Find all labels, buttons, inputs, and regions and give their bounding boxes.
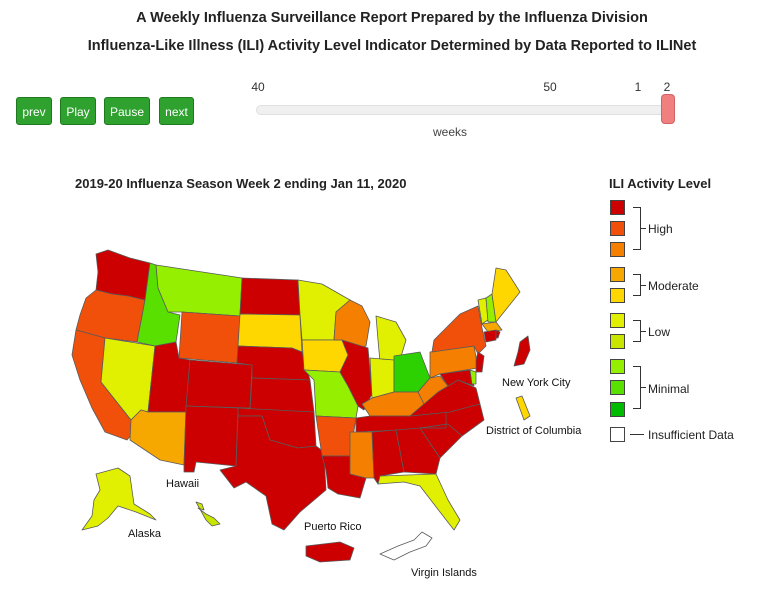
state-GA[interactable] [395,427,441,475]
slider-tick-2: 2 [663,80,671,94]
state-DE[interactable] [469,369,477,385]
state-KS[interactable] [249,377,315,413]
legend-bracket-tick [640,228,646,229]
play-button[interactable]: Play [60,97,96,125]
legend-swatch-11 [610,427,625,442]
legend-label-moderate: Moderate [648,279,699,293]
slider-tick-40: 40 [251,80,265,94]
region-NYC[interactable] [513,335,531,367]
prev-button[interactable]: prev [16,97,52,125]
state-AZ[interactable] [129,409,187,466]
state-TX[interactable] [219,415,327,531]
state-NY[interactable] [431,305,487,355]
label-alaska: Alaska [128,528,162,540]
label-hawaii: Hawaii [166,478,200,490]
legend-swatch-4 [610,267,625,282]
state-ME[interactable] [491,267,521,323]
state-MA[interactable] [481,321,503,333]
state-MT[interactable] [155,264,243,317]
state-WY[interactable] [178,311,241,364]
legend-swatch-5 [610,288,625,303]
legend-label-high: High [648,222,673,236]
state-CO[interactable] [185,359,253,409]
state-FL[interactable] [377,473,461,531]
week-slider-handle[interactable] [661,94,675,124]
label-virgin-islands: Virgin Islands [411,567,477,579]
legend-swatch-8 [610,359,625,374]
next-button[interactable]: next [159,97,194,125]
state-IL[interactable] [339,339,373,411]
legend-title: ILI Activity Level [609,176,712,191]
week-slider-track[interactable] [256,105,668,115]
legend-swatch-1 [610,200,625,215]
state-NM[interactable] [183,405,239,473]
label-new-york-city: New York City [502,377,571,389]
state-NC[interactable] [419,403,485,437]
us-choropleth-map [71,249,531,563]
state-IN[interactable] [369,357,395,399]
state-IA[interactable] [301,339,349,373]
legend-swatch-3 [610,242,625,257]
legend-swatch-9 [610,380,625,395]
state-WI[interactable] [333,299,371,351]
state-AK[interactable] [81,467,157,531]
legend-bracket-tick [640,387,646,388]
territory-PR[interactable] [305,541,355,563]
report-subtitle: Influenza-Like Illness (ILI) Activity Le… [87,38,697,54]
territory-VI[interactable] [379,531,433,561]
state-MS[interactable] [349,431,375,479]
map-title: 2019-20 Influenza Season Week 2 ending J… [75,176,407,191]
report-title: A Weekly Influenza Surveillance Report P… [136,10,648,26]
slider-axis-label: weeks [433,125,468,139]
region-DC[interactable] [515,395,531,421]
legend-swatch-10 [610,402,625,417]
state-CT[interactable] [483,329,497,343]
state-NJ[interactable] [475,351,485,373]
legend-label-minimal: Minimal [648,382,690,396]
legend-bracket-tick [640,331,646,332]
legend-swatch-2 [610,221,625,236]
slider-tick-1: 1 [634,80,642,94]
legend-label-low: Low [648,325,671,339]
slider-tick-50: 50 [543,80,557,94]
state-ND[interactable] [239,277,301,316]
legend-label-insufficient: Insufficient Data [648,428,734,442]
legend-bracket-tick [630,434,644,435]
legend-swatch-7 [610,334,625,349]
legend-swatch-6 [610,313,625,328]
legend-bracket-tick [640,285,646,286]
label-puerto-rico: Puerto Rico [304,521,362,533]
state-RI[interactable] [495,329,501,339]
label-district-of-columbia: District of Columbia [486,425,582,437]
state-HI[interactable] [195,501,221,527]
pause-button[interactable]: Pause [104,97,150,125]
state-MD[interactable] [439,369,475,387]
